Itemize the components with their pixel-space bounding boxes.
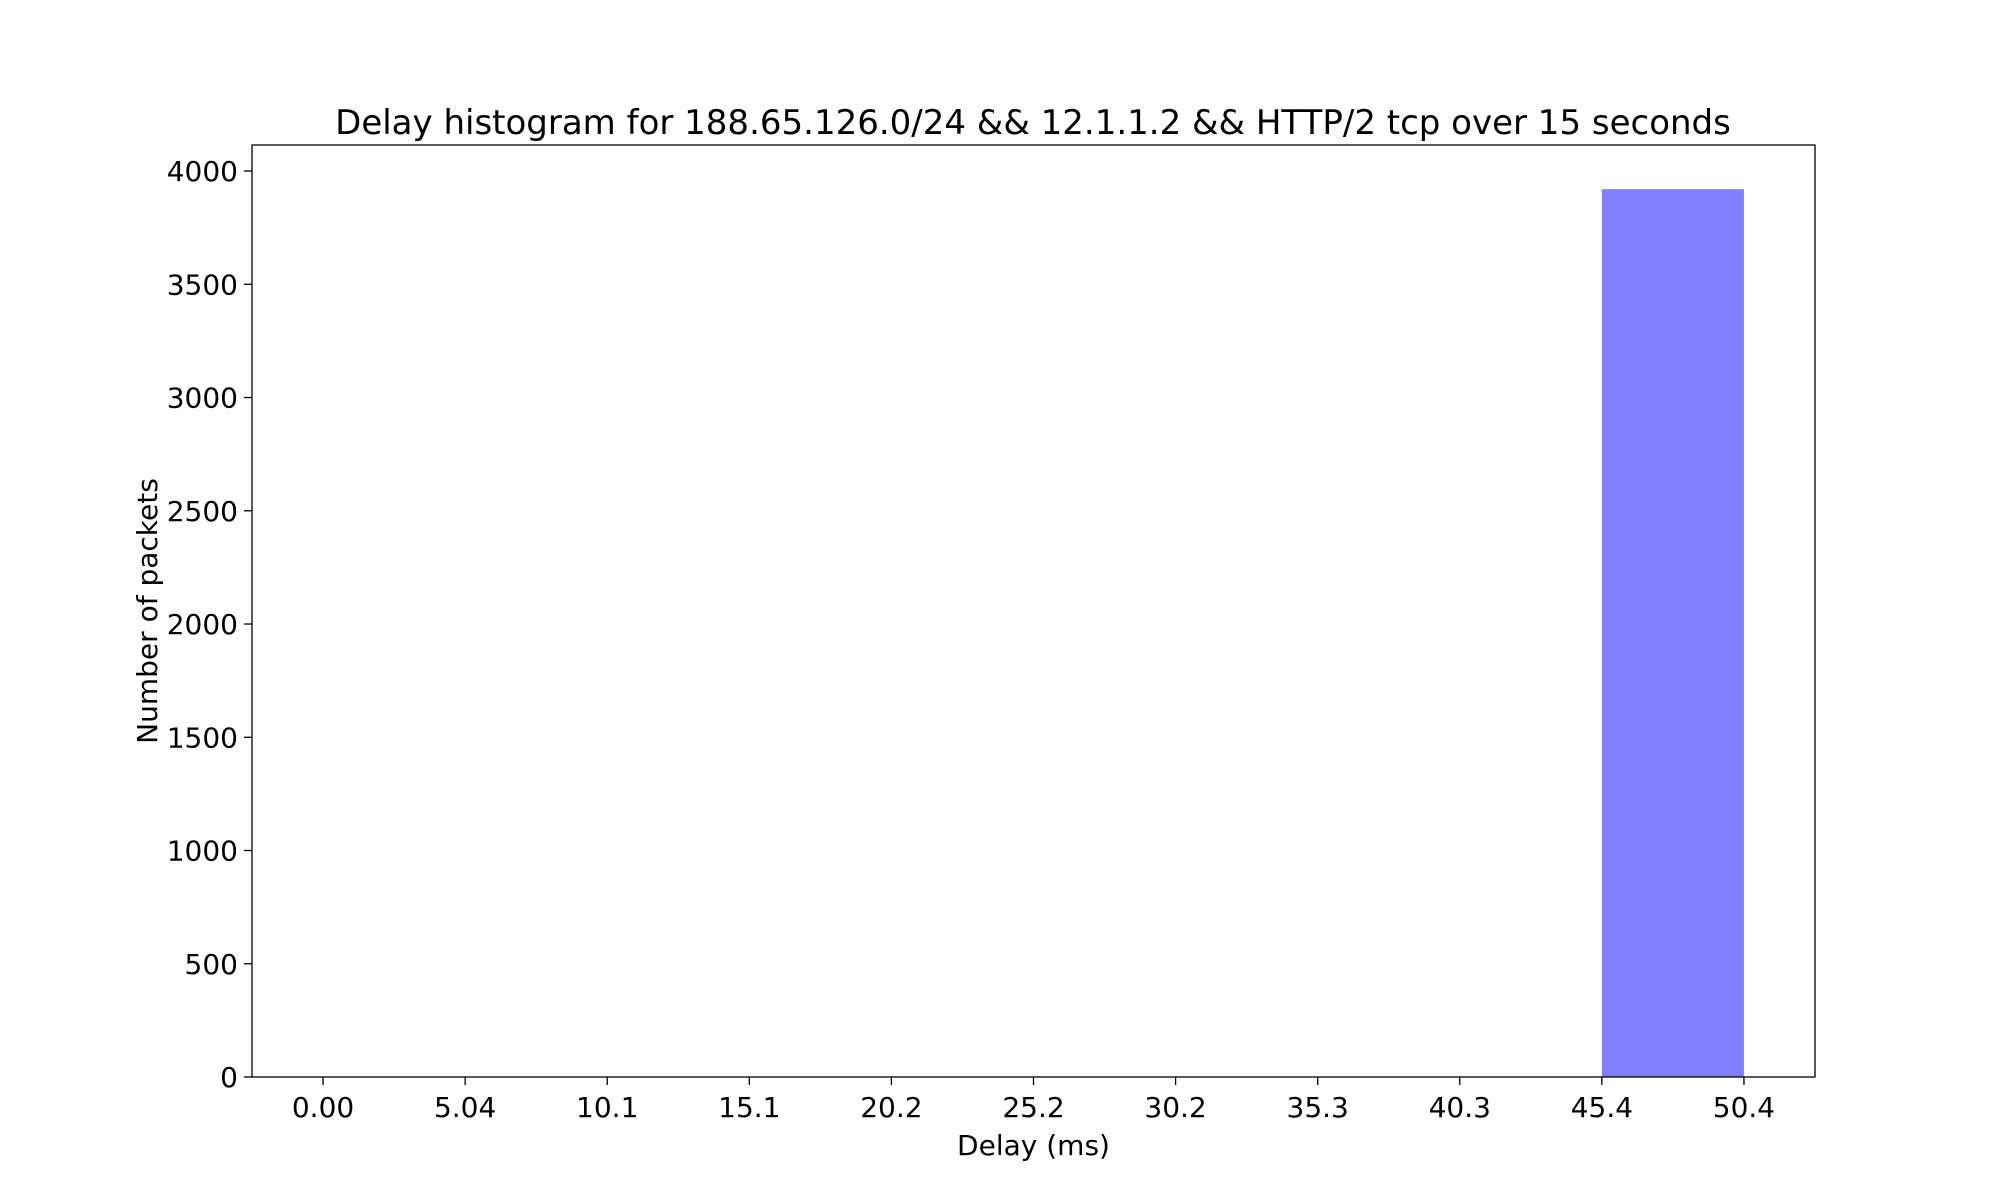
x-tick-label: 45.4 (1571, 1091, 1633, 1124)
y-tick-label: 0 (220, 1061, 238, 1094)
y-tick-label: 2000 (167, 608, 238, 641)
x-tick-label: 25.2 (1002, 1091, 1064, 1124)
plot-frame (251, 144, 1816, 1078)
x-axis-label: Delay (ms) (957, 1129, 1110, 1162)
x-tick-label: 20.2 (860, 1091, 922, 1124)
y-tick-label: 500 (185, 948, 238, 981)
y-tick-label: 1000 (167, 835, 238, 868)
bars-layer (1601, 189, 1744, 1077)
y-tick-label: 1500 (167, 721, 238, 754)
x-tick-label: 40.3 (1429, 1091, 1491, 1124)
x-tick-label: 50.4 (1713, 1091, 1775, 1124)
x-tick-label: 5.04 (434, 1091, 496, 1124)
y-tick-label: 2500 (167, 495, 238, 528)
x-tick-label: 35.3 (1287, 1091, 1349, 1124)
axes-layer: 0.00 5.04 10.1 15.1 20.2 25.2 30.2 35.3 40.3 45.4… (167, 155, 1775, 1124)
x-tick-label: 15.1 (718, 1091, 780, 1124)
y-tick-label: 4000 (167, 155, 238, 188)
y-tick-label: 3500 (167, 268, 238, 301)
histogram-bar-1 (1601, 189, 1744, 1077)
x-tick-label: 10.1 (576, 1091, 638, 1124)
y-tick-label: 3000 (167, 382, 238, 415)
x-tick-label: 30.2 (1144, 1091, 1206, 1124)
chart-title: Delay histogram for 188.65.126.0/24 && 1… (335, 103, 1731, 143)
y-axis-label: Number of packets (131, 478, 164, 744)
x-tick-label: 0.00 (292, 1091, 354, 1124)
